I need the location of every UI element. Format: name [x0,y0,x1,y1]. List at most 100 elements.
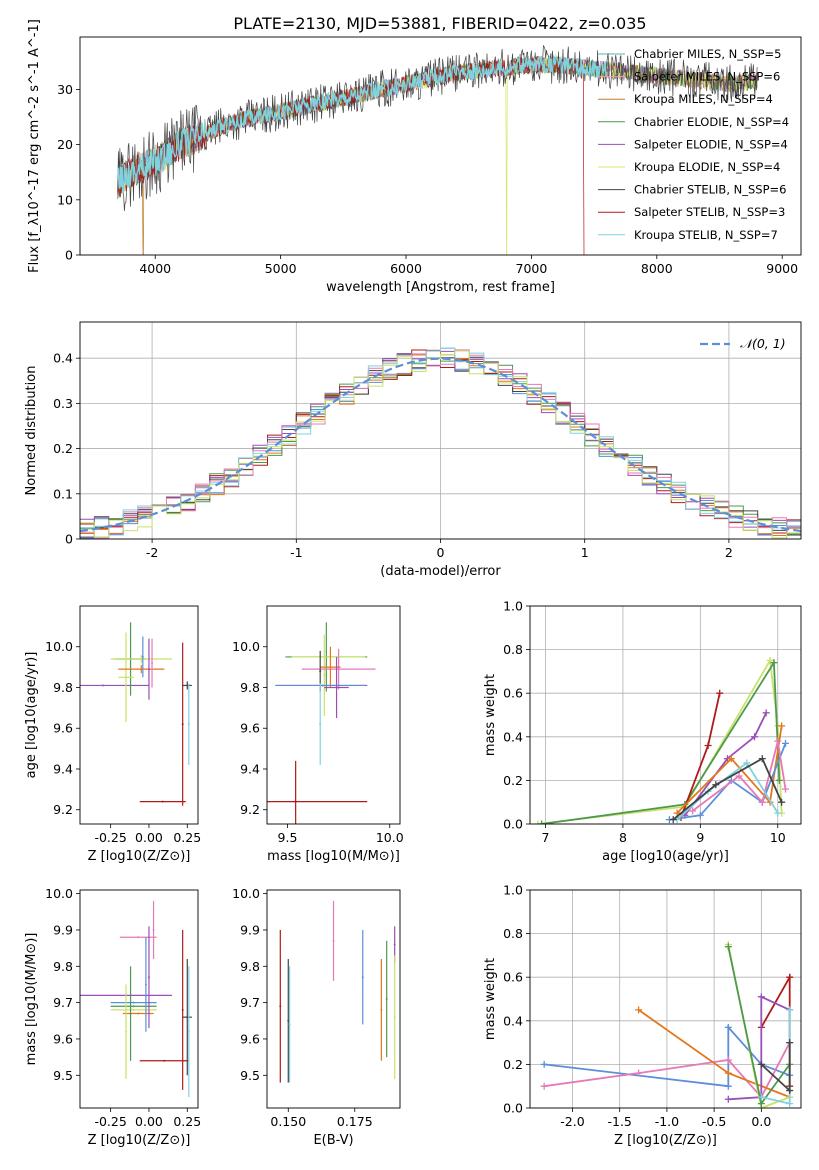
y-tick-label: 0.6 [503,686,523,701]
x-tick-label: 0 [437,545,445,560]
spectrum-panel: 4000 5000 6000 7000 8000 9000 0 10 20 30 wavelengt… [27,19,802,295]
plus-marker [757,993,765,1001]
plus-marker [724,1023,732,1031]
y-tick-label: 9.4 [240,761,260,776]
x-tick-label: 7000 [516,261,548,276]
age-vs-mass-plot-area [267,622,376,824]
data-point [147,976,150,979]
data-point [329,666,332,669]
plus-marker [724,1095,732,1103]
x-tick-label: -2.0 [560,1114,584,1129]
mass-weight-line [727,944,791,1108]
y-tick-label: 0.2 [53,441,73,456]
data-point [323,674,326,677]
histogram-step [80,350,801,539]
y-tick-label: 0.8 [503,926,523,941]
x-tick-label: 2 [725,545,733,560]
y-tick-label: 9.8 [53,680,73,695]
plus-marker [774,737,782,745]
legend-entry: Salpeter STELIB, N_SSP=3 [634,205,785,219]
plus-marker [635,1006,643,1014]
x-tick-label: 4000 [139,261,171,276]
data-point [181,1008,184,1011]
spectrum-plot-area [116,44,758,255]
plus-marker [704,742,712,750]
y-tick-label: 0.0 [503,817,523,832]
x-tick-label: 5000 [265,261,297,276]
y-tick-label: 9.6 [53,1031,73,1046]
data-point [186,684,189,687]
y-axis-label: mass weight [483,958,498,1040]
plus-marker [757,1100,765,1108]
y-axis-label: mass [log10(M/M⊙)] [24,933,39,1066]
legend-entry: Kroupa MILES, N_SSP=4 [634,92,773,106]
plus-marker [735,772,743,780]
data-point [335,686,338,689]
y-tick-label: 9.5 [53,1068,73,1083]
y-tick-label: 9.2 [53,802,73,817]
legend-entry: Salpeter ELODIE, N_SSP=4 [634,137,788,151]
axes-frame [529,889,802,1109]
y-tick-label: 1.0 [503,883,523,898]
x-tick-label: 0.175 [337,1114,373,1129]
x-axis-label: mass [log10(M/M⊙)] [267,849,400,864]
y-tick-label: 20 [57,137,73,152]
data-point [132,1008,135,1011]
x-tick-label: 9.5 [278,830,298,845]
x-tick-label: -0.25 [94,1114,126,1129]
data-point [294,800,297,803]
axes-frame [266,889,401,1109]
plus-marker [757,1093,765,1101]
y-tick-label: 0 [65,248,73,263]
data-point [187,723,190,726]
y-tick-label: 9.8 [240,959,260,974]
data-point [141,655,144,658]
mass-weight-line [684,712,768,816]
data-point [124,676,127,679]
axes-frame [79,605,199,825]
mass-weight-vs-z-plot-area [540,941,794,1108]
data-point [132,1005,135,1008]
plus-marker [775,776,783,784]
plus-marker [758,755,766,763]
gaussian-curve [80,357,801,533]
legend-entry: 𝒩(0, 1) [740,336,786,351]
data-point [319,723,322,726]
axes-frame [79,889,199,1109]
data-point [151,662,154,665]
plus-marker [743,759,751,767]
data-point [187,1030,190,1033]
x-tick-label: 7 [542,830,550,845]
data-point [137,936,140,939]
data-point [152,928,155,931]
residuals-plot-area [80,347,801,539]
mass-weight-line [541,659,781,824]
y-tick-label: 9.5 [240,1068,260,1083]
plus-marker [786,1087,794,1095]
legend-entry: Chabrier ELODIE, N_SSP=4 [634,115,789,129]
plus-marker [712,781,720,789]
plus-marker [751,733,759,741]
data-point [393,1016,396,1019]
y-tick-label: 30 [57,82,73,97]
plus-marker [782,785,790,793]
x-tick-label: 1 [581,545,589,560]
plus-marker [724,1082,732,1090]
y-tick-label: 9.7 [240,995,260,1010]
data-point [140,668,143,671]
plus-marker [766,657,774,664]
x-tick-label: 0.25 [173,1114,201,1129]
plus-marker [758,798,766,806]
y-tick-label: 9.4 [53,761,73,776]
age-vs-mass-panel: 9.5 10.0 9.2 9.4 9.6 9.8 10.0 mass [log10(M/M⊙)… [232,605,404,864]
mass-weight-line [672,757,783,821]
mass-weight-line [728,995,791,1101]
plus-marker [786,1006,794,1014]
data-point [361,976,364,979]
panels-group: 4000 5000 6000 7000 8000 90000102030wavelengt… [24,19,802,1148]
data-point [288,1023,291,1026]
plus-marker [538,820,546,824]
y-tick-label: 9.6 [240,721,260,736]
data-point [380,1008,383,1011]
